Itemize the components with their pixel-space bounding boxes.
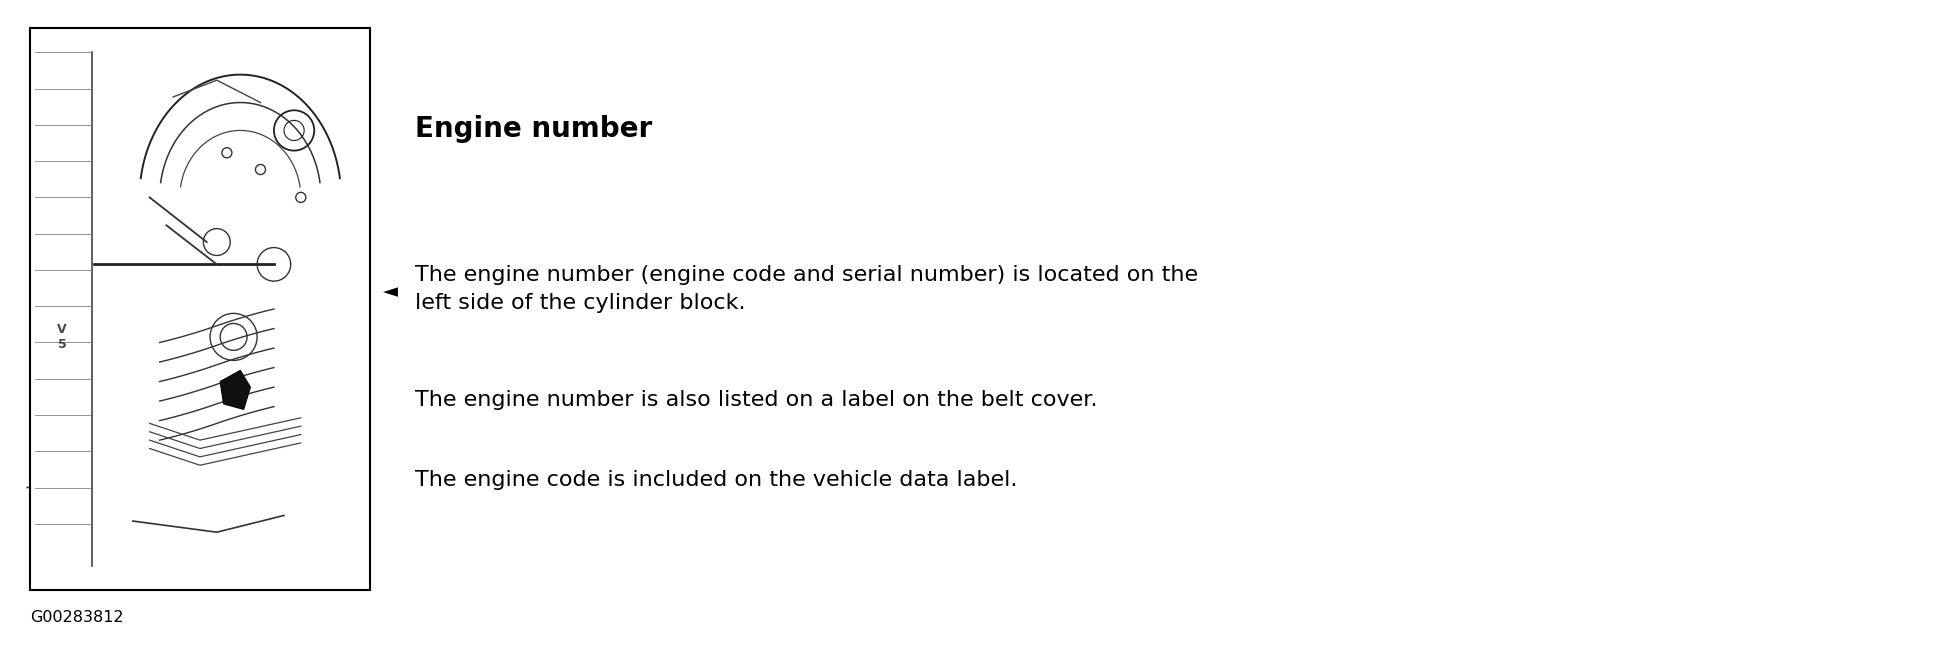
Text: Engine number: Engine number	[415, 115, 653, 143]
Polygon shape	[221, 370, 250, 409]
Text: ◄: ◄	[382, 282, 397, 302]
Text: G00283812: G00283812	[29, 610, 124, 625]
Text: The engine number (engine code and serial number) is located on the
left side of: The engine number (engine code and seria…	[415, 265, 1199, 313]
Text: The engine code is included on the vehicle data label.: The engine code is included on the vehic…	[415, 470, 1017, 490]
Text: The engine number is also listed on a label on the belt cover.: The engine number is also listed on a la…	[415, 390, 1098, 410]
Text: V
5: V 5	[58, 323, 68, 351]
Bar	[29, 28, 370, 590]
